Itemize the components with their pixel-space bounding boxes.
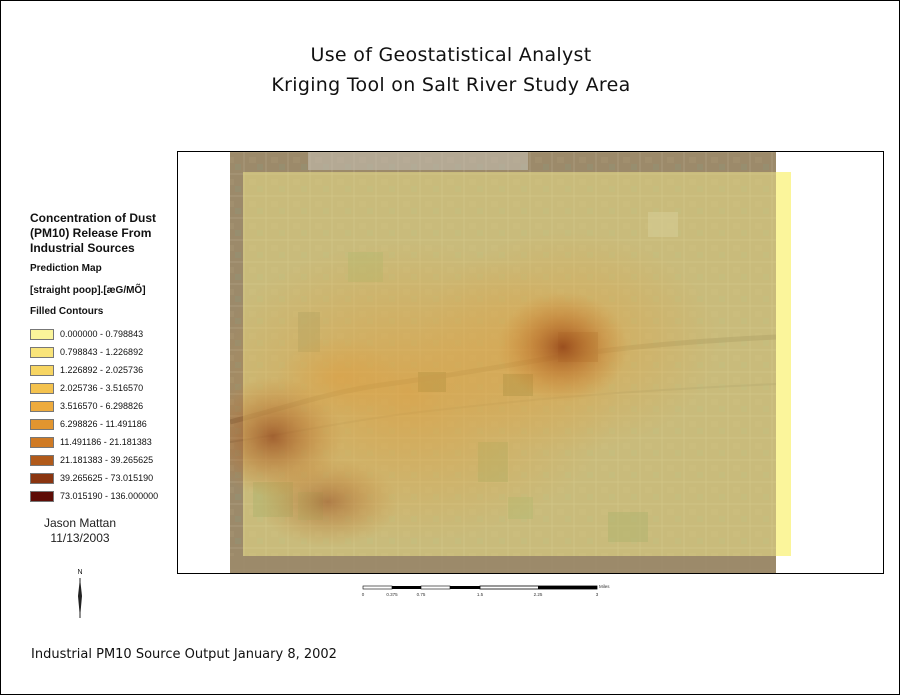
legend-class-label: 0.798843 - 1.226892	[60, 347, 144, 357]
legend-swatch	[30, 364, 54, 376]
legend-swatch	[30, 346, 54, 358]
legend-heading-line: (PM10) Release From	[30, 226, 152, 240]
legend-class-label: 39.265625 - 73.015190	[60, 473, 154, 483]
north-label: N	[77, 569, 82, 576]
legend-swatch	[30, 400, 54, 412]
scale-tick-label: 0.375	[386, 592, 398, 597]
legend-swatch	[30, 436, 54, 448]
legend-contours-label: Filled Contours	[30, 306, 104, 317]
legend-class: 73.015190 - 136.000000	[30, 487, 158, 505]
map-data-frame[interactable]	[177, 151, 884, 574]
legend-heading-line: Industrial Sources	[30, 241, 135, 255]
legend-swatch	[30, 382, 54, 394]
legend-class-label: 21.181383 - 39.265625	[60, 455, 154, 465]
legend-class-label: 1.226892 - 2.025736	[60, 365, 144, 375]
kriging-map	[178, 152, 883, 573]
legend-class: 3.516570 - 6.298826	[30, 397, 158, 415]
legend-heading: Concentration of Dust (PM10) Release Fro…	[30, 211, 180, 256]
scale-bar: 0 0.375 0.75 1.5 2.25 3 Miles	[360, 583, 620, 605]
legend-field-label: [straight poop].[æG/MÕ]	[30, 285, 146, 296]
scale-tick-label: 3	[596, 592, 599, 597]
legend-classes: 0.000000 - 0.798843 0.798843 - 1.226892 1.…	[30, 325, 158, 505]
legend-class: 39.265625 - 73.015190	[30, 469, 158, 487]
map-title-line-1: Use of Geostatistical Analyst	[310, 44, 592, 66]
legend-class-label: 2.025736 - 3.516570	[60, 383, 144, 393]
legend-class: 1.226892 - 2.025736	[30, 361, 158, 379]
legend-class: 0.000000 - 0.798843	[30, 325, 158, 343]
legend-class: 2.025736 - 3.516570	[30, 379, 158, 397]
scale-unit: Miles	[599, 584, 610, 589]
legend-class: 0.798843 - 1.226892	[30, 343, 158, 361]
scale-tick-label: 1.5	[477, 592, 484, 597]
scale-tick-label: 0	[362, 592, 365, 597]
scale-tick-label: 0.75	[417, 592, 426, 597]
legend-class-label: 3.516570 - 6.298826	[60, 401, 144, 411]
footer-caption: Industrial PM10 Source Output January 8,…	[31, 647, 337, 662]
north-arrow: N	[70, 566, 90, 626]
author-date: 11/13/2003	[50, 531, 110, 545]
hotspot-north	[498, 292, 628, 402]
legend-class: 6.298826 - 11.491186	[30, 415, 158, 433]
legend-swatch	[30, 490, 54, 502]
legend-class-label: 6.298826 - 11.491186	[60, 419, 147, 429]
legend-swatch	[30, 454, 54, 466]
legend-heading-line: Concentration of Dust	[30, 211, 156, 225]
legend-swatch	[30, 328, 54, 340]
legend-swatch	[30, 418, 54, 430]
legend-class-label: 11.491186 - 21.181383	[60, 437, 152, 447]
scale-tick-label: 2.25	[534, 592, 543, 597]
legend-prediction-label: Prediction Map	[30, 263, 102, 274]
legend-class: 21.181383 - 39.265625	[30, 451, 158, 469]
legend-class-label: 0.000000 - 0.798843	[60, 329, 144, 339]
legend-swatch	[30, 472, 54, 484]
map-title-line-2: Kriging Tool on Salt River Study Area	[271, 74, 631, 96]
author-name: Jason Mattan	[43, 516, 117, 530]
legend-class: 11.491186 - 21.181383	[30, 433, 158, 451]
legend-class-label: 73.015190 - 136.000000	[60, 491, 159, 501]
